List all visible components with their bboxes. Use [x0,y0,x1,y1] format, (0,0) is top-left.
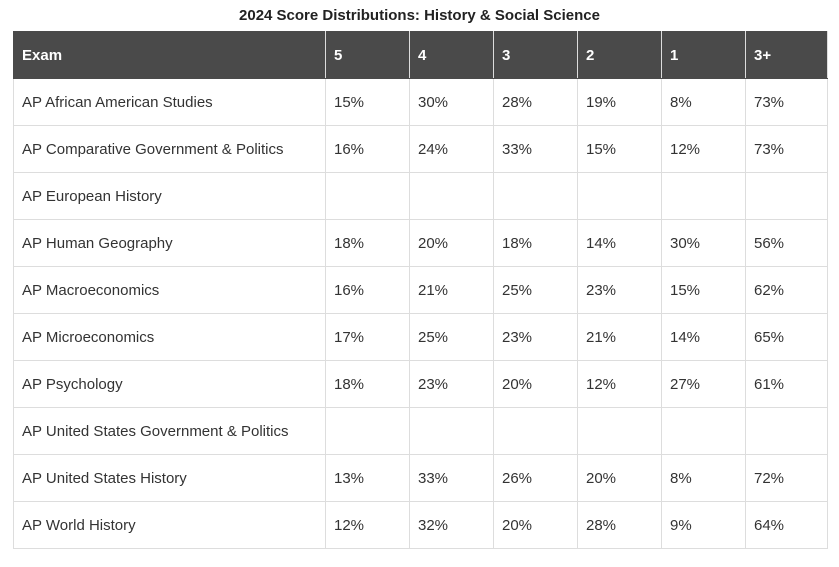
score-cell: 65% [745,313,828,361]
table-row: AP Microeconomics 17% 25% 23% 21% 14% 65% [13,313,828,361]
column-header: 5 [325,31,410,79]
score-cell: 62% [745,266,828,314]
column-header: 4 [409,31,494,79]
score-cell [577,172,662,220]
score-cell: 20% [409,219,494,267]
score-cell: 8% [661,78,746,126]
score-cell: 21% [409,266,494,314]
score-cell: 61% [745,360,828,408]
score-cell [493,172,578,220]
score-cell: 73% [745,125,828,173]
table-row: AP World History 12% 32% 20% 28% 9% 64% [13,501,828,549]
column-header: 3+ [745,31,828,79]
score-cell: 26% [493,454,578,502]
column-header: 1 [661,31,746,79]
score-cell [661,172,746,220]
table-row: AP African American Studies 15% 30% 28% 19% 8… [13,78,828,126]
score-cell [409,172,494,220]
table-row: AP Psychology 18% 23% 20% 12% 27% 61% [13,360,828,408]
score-cell: 19% [577,78,662,126]
score-cell: 23% [493,313,578,361]
column-header: 2 [577,31,662,79]
score-cell: 24% [409,125,494,173]
score-cell [325,172,410,220]
score-cell: 30% [409,78,494,126]
score-cell: 32% [409,501,494,549]
score-cell: 28% [493,78,578,126]
score-cell: 23% [409,360,494,408]
table-row: AP Macroeconomics 16% 21% 25% 23% 15% 62% [13,266,828,314]
score-cell [661,407,746,455]
score-cell: 56% [745,219,828,267]
score-cell: 18% [325,219,410,267]
score-cell [493,407,578,455]
exam-name: AP Psychology [13,360,326,408]
score-cell: 30% [661,219,746,267]
score-cell: 9% [661,501,746,549]
score-cell: 33% [493,125,578,173]
score-cell: 13% [325,454,410,502]
score-cell: 12% [661,125,746,173]
score-cell: 27% [661,360,746,408]
score-cell: 20% [493,360,578,408]
score-cell: 16% [325,125,410,173]
score-cell: 12% [577,360,662,408]
score-cell: 18% [325,360,410,408]
column-header: 3 [493,31,578,79]
score-cell: 28% [577,501,662,549]
exam-name: AP World History [13,501,326,549]
table-title: 2024 Score Distributions: History & Soci… [239,7,600,24]
score-cell: 14% [577,219,662,267]
score-cell: 15% [661,266,746,314]
score-cell [409,407,494,455]
score-cell: 21% [577,313,662,361]
score-cell: 33% [409,454,494,502]
score-cell: 15% [577,125,662,173]
score-cell: 20% [493,501,578,549]
exam-name: AP United States Government & Politics [13,407,326,455]
exam-name: AP European History [13,172,326,220]
score-cell: 25% [409,313,494,361]
table-row: AP Comparative Government & Politics 16% 2… [13,125,828,173]
exam-name: AP Human Geography [13,219,326,267]
score-cell: 16% [325,266,410,314]
score-cell [577,407,662,455]
score-cell [325,407,410,455]
header-row: Exam 5 4 3 2 1 3+ [13,31,828,79]
score-cell: 20% [577,454,662,502]
score-cell: 72% [745,454,828,502]
table-row: AP United States Government & Politics [13,407,828,455]
table-row: AP Human Geography 18% 20% 18% 14% 30% 56% [13,219,828,267]
score-cell: 18% [493,219,578,267]
score-cell: 15% [325,78,410,126]
score-cell: 64% [745,501,828,549]
score-cell: 12% [325,501,410,549]
score-cell: 23% [577,266,662,314]
exam-name: AP African American Studies [13,78,326,126]
table-body: AP African American Studies 15% 30% 28% 19% 8… [13,78,828,549]
score-cell: 25% [493,266,578,314]
table-row: AP European History [13,172,828,220]
exam-name: AP Macroeconomics [13,266,326,314]
column-header: Exam [13,31,326,79]
exam-name: AP United States History [13,454,326,502]
score-cell [745,172,828,220]
exam-name: AP Comparative Government & Politics [13,125,326,173]
score-cell: 73% [745,78,828,126]
score-cell: 14% [661,313,746,361]
score-cell [745,407,828,455]
exam-name: AP Microeconomics [13,313,326,361]
score-table: Exam 5 4 3 2 1 3+ AP African American Studies 1… [13,31,828,549]
score-cell: 8% [661,454,746,502]
table-row: AP United States History 13% 33% 26% 20% 8% 72… [13,454,828,502]
score-cell: 17% [325,313,410,361]
